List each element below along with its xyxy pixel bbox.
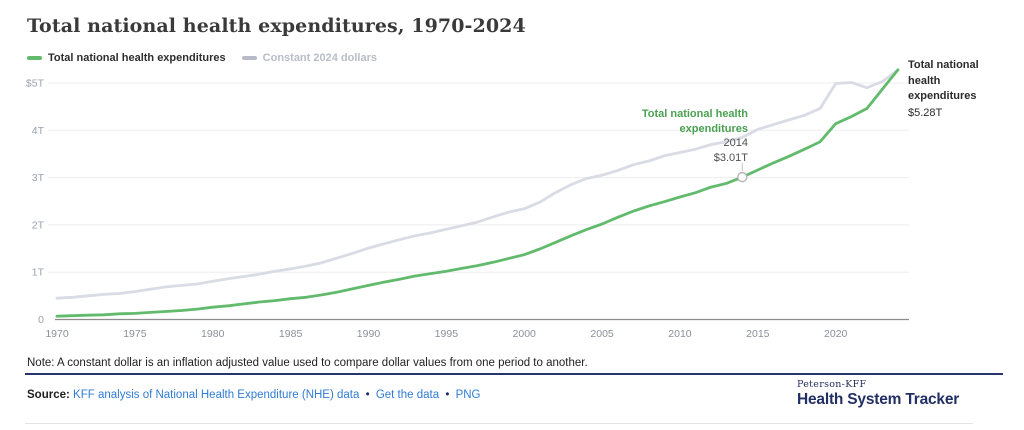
png-download-link[interactable]: PNG: [455, 389, 481, 401]
source-link-nhe[interactable]: KFF analysis of National Health Expendit…: [73, 389, 360, 401]
legend-item-1[interactable]: Constant 2024 dollars: [241, 52, 377, 64]
x-axis-tick: 2015: [746, 328, 770, 340]
bullet-separator: •: [365, 389, 370, 401]
health-system-tracker-label: Health System Tracker: [797, 391, 960, 408]
legend-label: Constant 2024 dollars: [262, 52, 377, 64]
highlight-marker-2014: [737, 171, 748, 183]
x-axis-tick: 1975: [123, 328, 147, 340]
health-system-tracker-logo: Peterson-KFF Health System Tracker: [797, 379, 973, 409]
x-axis-tick: 1980: [201, 328, 225, 340]
y-axis-tick: 1T: [32, 267, 45, 279]
legend-swatch: [241, 56, 257, 60]
legend-label: Total national health expenditures: [48, 52, 226, 64]
bullet-separator: •: [445, 389, 450, 401]
get-the-data-link[interactable]: Get the data: [375, 389, 440, 401]
end-label-title: Total national health expenditures: [908, 59, 979, 102]
x-axis-tick: 1985: [279, 328, 303, 340]
x-axis-tick: 1995: [435, 328, 459, 340]
tooltip-2014: Total national health expenditures 2014 …: [598, 107, 748, 165]
chart-legend: Total national health expenditures Consta…: [27, 52, 377, 64]
source-label: Source:: [27, 389, 70, 401]
y-axis-tick: 0: [38, 314, 44, 326]
tooltip-value: $3.01T: [713, 151, 748, 164]
note-text: Note: A constant dollar is an inflation …: [27, 357, 588, 369]
x-axis-tick: 2005: [590, 328, 614, 340]
x-axis-tick: 1990: [357, 328, 381, 340]
peterson-kff-label: Peterson-KFF: [797, 379, 867, 390]
navy-divider: [25, 373, 1003, 375]
series-end-label: Total national health expenditures $5.28…: [908, 58, 988, 121]
x-axis-tick: 2000: [513, 328, 537, 340]
legend-swatch: [27, 56, 42, 60]
series-line-nominal: [55, 68, 900, 318]
page-title: Total national health expenditures, 1970…: [27, 15, 526, 37]
y-axis-tick: 2T: [32, 219, 45, 231]
end-label-value: $5.28T: [908, 106, 943, 119]
legend-item-0[interactable]: Total national health expenditures: [27, 52, 226, 64]
y-axis-tick: 3T: [32, 172, 45, 184]
series-line-constant-dollars: [55, 68, 900, 300]
x-axis-tick: 2020: [824, 328, 848, 340]
bottom-divider: [25, 423, 973, 424]
x-axis-tick: 1970: [45, 328, 69, 340]
tooltip-series-label: Total national health expenditures: [641, 108, 748, 135]
y-axis-tick: 4T: [32, 125, 45, 137]
x-axis-tick: 2010: [668, 328, 692, 340]
tooltip-year: 2014: [723, 137, 748, 149]
source-row: Source: KFF analysis of National Health …: [27, 389, 480, 401]
y-axis-tick: $5T: [26, 78, 45, 90]
